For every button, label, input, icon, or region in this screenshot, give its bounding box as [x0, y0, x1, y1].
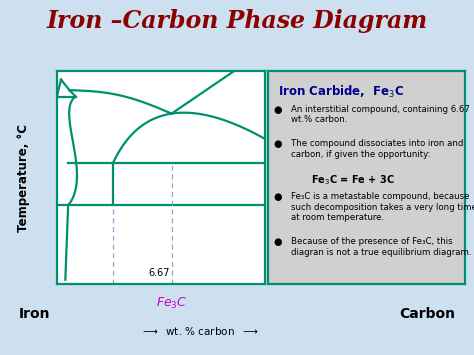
Text: The compound dissociates into iron and
carbon, if given the opportunity:: The compound dissociates into iron and c…	[292, 139, 464, 159]
Text: ●: ●	[273, 105, 282, 115]
Text: Carbon: Carbon	[399, 307, 455, 321]
Text: An interstitial compound, containing 6.67
wt.% carbon.: An interstitial compound, containing 6.6…	[292, 105, 470, 125]
Text: ●: ●	[273, 237, 282, 247]
Text: 6.67: 6.67	[148, 268, 170, 278]
Text: Because of the presence of Fe₃C, this
diagran is not a true equilibrium diagram.: Because of the presence of Fe₃C, this di…	[292, 237, 472, 257]
Text: Iron –Carbon Phase Diagram: Iron –Carbon Phase Diagram	[46, 9, 428, 33]
Text: $\it{Fe_3C}$: $\it{Fe_3C}$	[156, 296, 187, 311]
Text: Fe$_3$C = Fe + 3C: Fe$_3$C = Fe + 3C	[311, 173, 395, 187]
Text: ●: ●	[273, 192, 282, 202]
Text: $\longrightarrow$  wt. % carbon  $\longrightarrow$: $\longrightarrow$ wt. % carbon $\longrig…	[140, 325, 258, 337]
Text: Iron: Iron	[19, 307, 50, 321]
Text: Iron Carbide,  Fe$_3$C: Iron Carbide, Fe$_3$C	[278, 84, 404, 100]
Text: ●: ●	[273, 139, 282, 149]
Text: Temperature, °C: Temperature, °C	[17, 124, 30, 231]
Text: Fe₃C is a metastable compound, because
such decomposition takes a very long time: Fe₃C is a metastable compound, because s…	[292, 192, 474, 222]
